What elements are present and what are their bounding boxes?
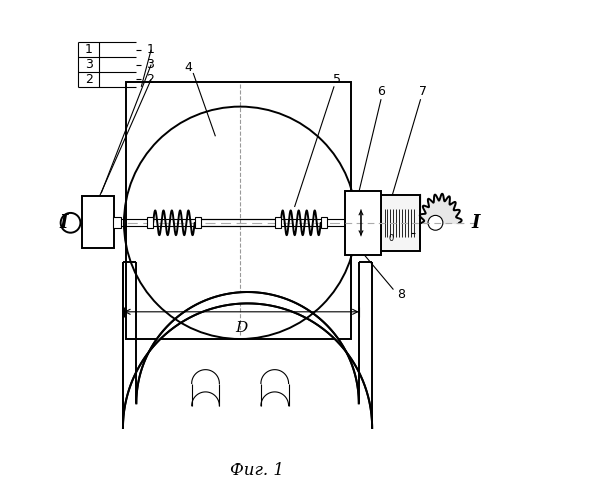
Bar bbox=[345, 190, 381, 255]
Text: 8: 8 bbox=[397, 288, 405, 301]
Circle shape bbox=[61, 213, 80, 233]
Text: 1: 1 bbox=[84, 44, 93, 56]
Text: 4: 4 bbox=[184, 60, 192, 74]
Text: 0: 0 bbox=[389, 234, 394, 242]
Circle shape bbox=[428, 216, 443, 230]
Text: 1: 1 bbox=[146, 44, 154, 56]
Text: 5: 5 bbox=[333, 73, 340, 86]
Text: I: I bbox=[59, 214, 68, 232]
Text: Фиг. 1: Фиг. 1 bbox=[230, 462, 285, 478]
Polygon shape bbox=[123, 292, 372, 428]
Text: 6: 6 bbox=[377, 86, 385, 98]
Text: 2: 2 bbox=[84, 73, 93, 86]
Bar bbox=[127, 82, 352, 339]
Bar bbox=[82, 196, 114, 248]
Text: 3: 3 bbox=[84, 58, 93, 71]
Bar bbox=[275, 218, 281, 228]
Text: 2: 2 bbox=[146, 73, 154, 86]
Text: I: I bbox=[472, 214, 480, 232]
Bar bbox=[321, 218, 327, 228]
Bar bbox=[381, 194, 420, 251]
Text: D: D bbox=[235, 320, 248, 334]
Bar bbox=[195, 218, 201, 228]
Bar bbox=[113, 218, 121, 228]
Text: 3: 3 bbox=[146, 58, 154, 71]
Text: 7: 7 bbox=[419, 86, 427, 98]
Bar bbox=[147, 218, 153, 228]
